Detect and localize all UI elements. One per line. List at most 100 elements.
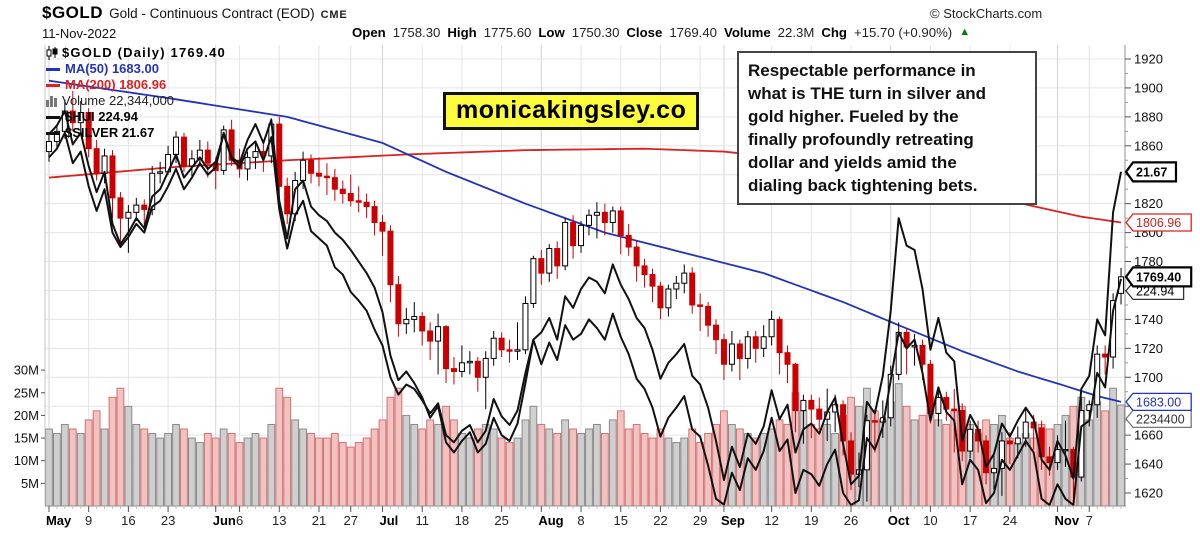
stockcharts-credit: © StockCharts.com bbox=[930, 6, 1043, 21]
svg-text:2234400: 2234400 bbox=[1136, 412, 1185, 426]
ma200-line-icon bbox=[46, 83, 60, 87]
svg-text:8: 8 bbox=[577, 513, 584, 528]
svg-text:Sep: Sep bbox=[721, 513, 745, 528]
svg-text:16: 16 bbox=[121, 513, 135, 528]
legend-ma200-label: MA(200) 1806.96 bbox=[65, 77, 167, 92]
annotation-box: Respectable performance in what is THE t… bbox=[737, 51, 1037, 205]
svg-text:17: 17 bbox=[963, 513, 977, 528]
silver-line-icon bbox=[46, 131, 60, 135]
svg-text:18: 18 bbox=[455, 513, 469, 528]
svg-text:10M: 10M bbox=[14, 453, 39, 468]
svg-text:7: 7 bbox=[1086, 513, 1093, 528]
svg-text:15M: 15M bbox=[14, 431, 39, 446]
svg-text:12: 12 bbox=[764, 513, 778, 528]
candlestick-icon bbox=[46, 46, 58, 60]
svg-text:224.94: 224.94 bbox=[1136, 284, 1174, 298]
svg-text:Jul: Jul bbox=[380, 513, 399, 528]
volume-label: Volume bbox=[724, 25, 771, 40]
callout-ma200-last: 1806.96 bbox=[1125, 213, 1192, 232]
svg-text:1683.00: 1683.00 bbox=[1136, 395, 1181, 409]
legend-silver-label: $SILVER 21.67 bbox=[65, 125, 155, 140]
axis-callouts: 224.94 2234400 1683.00 1806.96 21.67 1769.40 bbox=[1124, 161, 1193, 429]
callout-gold-last: 1769.40 bbox=[1124, 266, 1193, 288]
legend-gold: $GOLD (Daily) 1769.40 bbox=[46, 45, 226, 61]
chart-legend: $GOLD (Daily) 1769.40 MA(50) 1683.00 MA(… bbox=[46, 45, 226, 141]
svg-text:1880: 1880 bbox=[1134, 109, 1163, 124]
legend-ma50: MA(50) 1683.00 bbox=[46, 61, 226, 77]
high-label: High bbox=[447, 25, 477, 40]
svg-text:21.67: 21.67 bbox=[1136, 165, 1167, 179]
ohlc-quote-row: Open 1758.30 High 1775.60 Low 1750.30 Close… bbox=[352, 25, 970, 40]
svg-text:1720: 1720 bbox=[1134, 341, 1163, 356]
svg-text:Nov: Nov bbox=[1055, 513, 1080, 528]
symbol-description: Gold - Continuous Contract (EOD) bbox=[109, 6, 315, 21]
svg-text:29: 29 bbox=[693, 513, 707, 528]
svg-text:26: 26 bbox=[844, 513, 858, 528]
hui-line-icon bbox=[46, 115, 60, 119]
svg-text:23: 23 bbox=[161, 513, 175, 528]
svg-text:15: 15 bbox=[614, 513, 628, 528]
svg-text:25: 25 bbox=[494, 513, 508, 528]
high-value: 1775.60 bbox=[483, 25, 532, 40]
svg-text:21: 21 bbox=[312, 513, 326, 528]
open-label: Open bbox=[352, 25, 386, 40]
callout-ma50-last: 1683.00 bbox=[1125, 392, 1192, 412]
ma50-line-icon bbox=[46, 67, 60, 71]
svg-text:9: 9 bbox=[85, 513, 92, 528]
volume-bars-icon bbox=[46, 96, 57, 107]
svg-text:Oct: Oct bbox=[888, 513, 910, 528]
svg-text:1769.40: 1769.40 bbox=[1136, 270, 1181, 284]
legend-silver: $SILVER 21.67 bbox=[46, 125, 226, 141]
x-axis-labels: May 9 16 23 Jun 6 13 21 27 Jul 11 18 25 Aug 8 15 22 29 Sep… bbox=[46, 506, 1122, 528]
svg-text:1920: 1920 bbox=[1134, 52, 1163, 67]
symbol-label: $GOLD bbox=[42, 3, 104, 22]
svg-text:1660: 1660 bbox=[1134, 428, 1163, 443]
svg-text:25M: 25M bbox=[14, 385, 39, 400]
low-label: Low bbox=[538, 25, 565, 40]
svg-text:1620: 1620 bbox=[1134, 486, 1163, 501]
low-value: 1750.30 bbox=[571, 25, 620, 40]
chart-date: 11-Nov-2022 bbox=[42, 26, 117, 41]
volume-value: 22.3M bbox=[777, 25, 815, 40]
svg-text:19: 19 bbox=[804, 513, 818, 528]
legend-gold-label: $GOLD (Daily) 1769.40 bbox=[62, 45, 226, 60]
callout-silver-last: 21.67 bbox=[1124, 161, 1178, 183]
svg-text:1900: 1900 bbox=[1134, 80, 1163, 95]
callout-volume-last: 2234400 bbox=[1125, 409, 1192, 429]
legend-volume-label: Volume 22,344,000 bbox=[62, 93, 175, 108]
close-value: 1769.40 bbox=[669, 25, 717, 40]
svg-text:1780: 1780 bbox=[1134, 254, 1163, 269]
svg-text:Aug: Aug bbox=[538, 513, 563, 528]
ma50-line bbox=[48, 79, 1122, 403]
legend-ma50-label: MA(50) 1683.00 bbox=[65, 61, 159, 76]
open-value: 1758.30 bbox=[392, 25, 441, 40]
svg-text:1806.96: 1806.96 bbox=[1136, 216, 1181, 230]
chart-header: $GOLD Gold - Continuous Contract (EOD) CME bbox=[42, 3, 348, 23]
up-triangle-icon: ▲ bbox=[959, 26, 971, 38]
svg-text:1700: 1700 bbox=[1134, 370, 1163, 385]
svg-text:6: 6 bbox=[236, 513, 243, 528]
legend-hui-label: $HUI 224.94 bbox=[65, 109, 138, 124]
svg-text:10: 10 bbox=[923, 513, 937, 528]
watermark-badge: monicakingsley.co bbox=[443, 92, 700, 130]
svg-text:1860: 1860 bbox=[1134, 138, 1163, 153]
svg-text:20M: 20M bbox=[14, 408, 39, 423]
legend-ma200: MA(200) 1806.96 bbox=[46, 77, 226, 93]
volume-axis-labels: 5M 10M 15M 20M 25M 30M bbox=[14, 363, 45, 491]
svg-text:22: 22 bbox=[653, 513, 667, 528]
svg-text:May: May bbox=[46, 513, 72, 528]
svg-text:13: 13 bbox=[272, 513, 286, 528]
svg-text:1640: 1640 bbox=[1134, 457, 1163, 472]
svg-text:1820: 1820 bbox=[1134, 196, 1163, 211]
chg-label: Chg bbox=[821, 25, 847, 40]
svg-text:11: 11 bbox=[415, 513, 429, 528]
svg-text:27: 27 bbox=[344, 513, 358, 528]
legend-hui: $HUI 224.94 bbox=[46, 109, 226, 125]
svg-text:30M: 30M bbox=[14, 363, 39, 378]
legend-volume: Volume 22,344,000 bbox=[46, 93, 226, 109]
svg-text:24: 24 bbox=[1003, 513, 1017, 528]
svg-text:5M: 5M bbox=[21, 476, 39, 491]
exchange-label: CME bbox=[320, 9, 348, 21]
